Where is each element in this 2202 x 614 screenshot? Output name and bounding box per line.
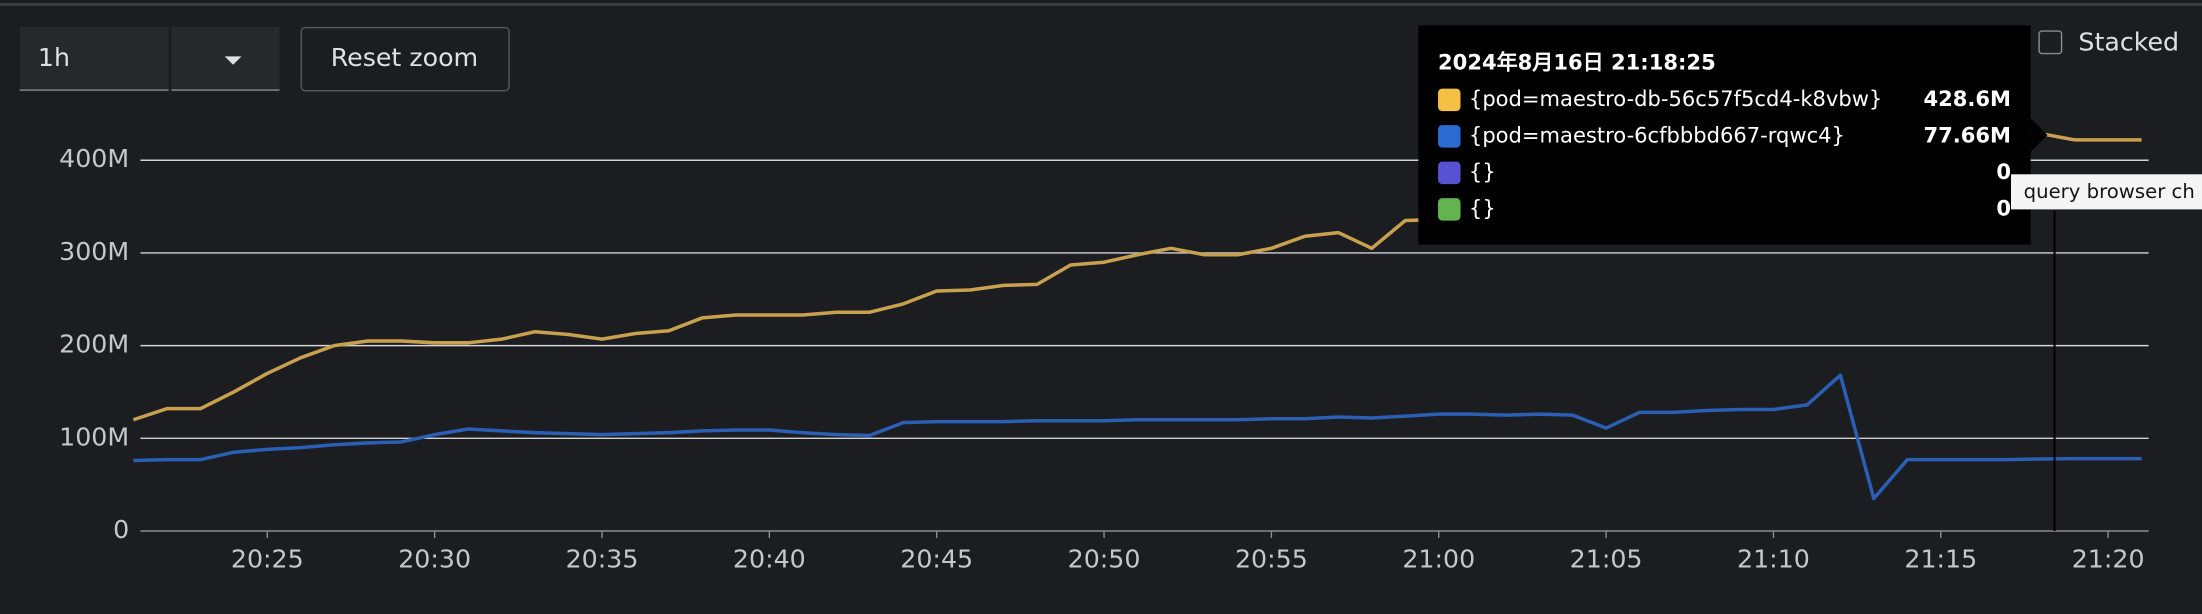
x-tick-label: 21:10 <box>1737 544 1810 573</box>
tooltip: 2024年8月16日 21:18:25 {pod=maestro-db-56c5… <box>1418 25 2048 245</box>
y-tick-label: 400M <box>59 144 129 173</box>
stacked-toggle[interactable]: Stacked <box>2038 28 2179 57</box>
tooltip-swatch <box>1438 161 1461 185</box>
x-tick-label: 20:30 <box>398 544 471 573</box>
button-border <box>300 26 510 92</box>
hint-text: query browser ch <box>2024 180 2195 203</box>
y-tick-label: 200M <box>59 330 129 359</box>
reset-zoom-button[interactable]: Reset zoom <box>300 26 510 92</box>
x-tick-label: 20:35 <box>566 544 639 573</box>
button-label: Reset zoom <box>331 43 478 72</box>
tooltip-title: 2024年8月16日 21:18:25 <box>1438 49 1716 74</box>
x-tick-label: 21:00 <box>1402 544 1475 573</box>
tooltip-box <box>1418 25 2031 245</box>
x-tick-label: 20:50 <box>1068 544 1141 573</box>
y-tick-label: 100M <box>59 422 129 451</box>
tooltip-value: 0 <box>1996 195 2011 220</box>
tooltip-series: {} <box>1469 159 1496 184</box>
hover-hint: query browser ch <box>2011 174 2202 210</box>
tooltip-pointer <box>2030 118 2048 152</box>
tooltip-value: 0 <box>1996 159 2011 184</box>
checkbox-label: Stacked <box>2078 28 2179 57</box>
hint-box <box>2011 174 2202 210</box>
tooltip-swatch <box>1438 88 1461 112</box>
x-tick-label: 20:55 <box>1235 544 1308 573</box>
tooltip-value: 77.66M <box>1923 122 2011 147</box>
y-tick-label: 300M <box>59 237 129 266</box>
tooltip-value: 428.6M <box>1923 86 2011 111</box>
range-select[interactable]: 1h <box>19 26 280 92</box>
tooltip-swatch <box>1438 198 1461 221</box>
x-tick-label: 21:05 <box>1570 544 1643 573</box>
tooltip-series: {} <box>1469 195 1496 220</box>
x-tick-label: 20:25 <box>231 544 304 573</box>
x-tick-label: 20:45 <box>900 544 973 573</box>
range-value: 1h <box>38 43 70 72</box>
x-tick-label: 21:20 <box>2072 544 2145 573</box>
series-line <box>133 373 2142 501</box>
x-tick-label: 20:40 <box>733 544 806 573</box>
tooltip-series: {pod=maestro-6cfbbbd667-rqwc4} <box>1469 122 1845 147</box>
x-tick-label: 21:15 <box>1904 544 1977 573</box>
plot: 0 100M 200M 300M 400M 20:25 20:30 20:35 20:40 20:… <box>59 131 2149 573</box>
tooltip-swatch <box>1438 125 1461 148</box>
y-tick-label: 0 <box>113 515 129 544</box>
checkbox[interactable] <box>2038 30 2063 55</box>
tooltip-series: {pod=maestro-db-56c57f5cd4-k8vbw} <box>1469 86 1882 111</box>
caret <box>224 56 242 65</box>
